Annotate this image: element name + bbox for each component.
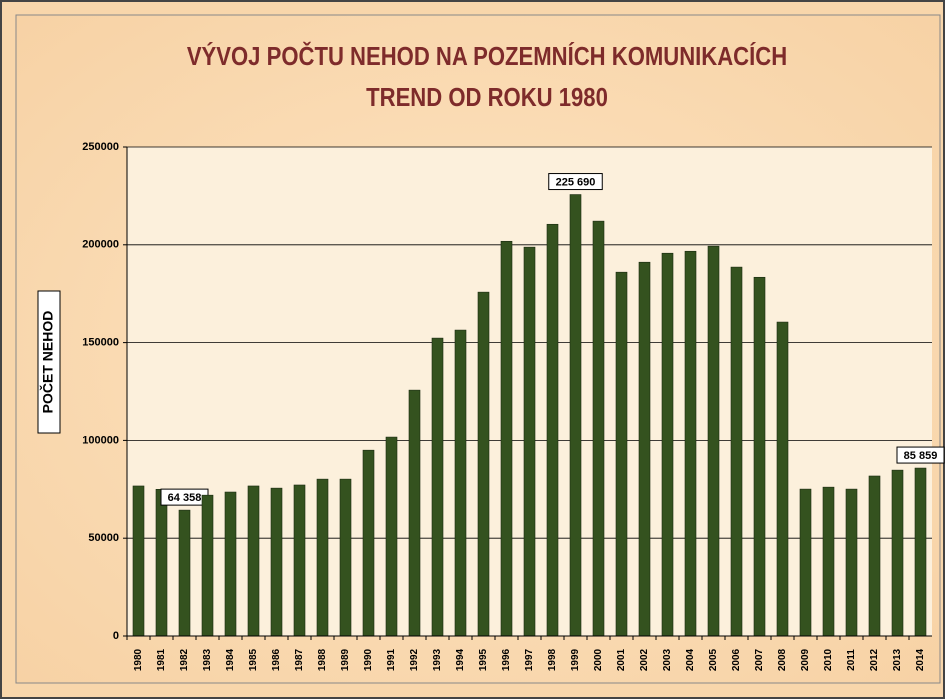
bar bbox=[316, 478, 329, 637]
x-tick-label: 2013 bbox=[892, 648, 903, 671]
x-tick-label: 2010 bbox=[823, 648, 834, 671]
bar bbox=[500, 240, 513, 637]
x-tick-label: 1996 bbox=[501, 648, 512, 671]
x-tick-label: 1999 bbox=[570, 648, 581, 671]
x-tick-label: 2002 bbox=[639, 648, 650, 671]
x-tick-label: 2008 bbox=[777, 648, 788, 671]
y-tick-label: 0 bbox=[113, 630, 119, 642]
y-label-box bbox=[37, 290, 61, 434]
x-tick-label: 2001 bbox=[616, 648, 627, 671]
bar bbox=[155, 488, 168, 637]
bar bbox=[592, 220, 605, 637]
value-label-box bbox=[896, 446, 945, 464]
x-tick-label: 2003 bbox=[662, 648, 673, 671]
x-tick-label: 1989 bbox=[340, 648, 351, 671]
bar bbox=[385, 436, 398, 637]
bar bbox=[132, 485, 145, 637]
bar bbox=[523, 246, 536, 637]
bar bbox=[730, 266, 743, 637]
x-tick-label: 1987 bbox=[294, 648, 305, 671]
chart-subtitle: TREND OD ROKU 1980 bbox=[366, 83, 608, 112]
x-tick-label: 1994 bbox=[455, 648, 466, 671]
bar bbox=[822, 486, 835, 637]
bar bbox=[270, 487, 283, 637]
bar bbox=[661, 252, 674, 637]
bar bbox=[546, 223, 559, 637]
x-tick-label: 1991 bbox=[386, 648, 397, 671]
x-tick-label: 2011 bbox=[846, 649, 857, 671]
bar bbox=[178, 509, 191, 637]
x-tick-label: 1983 bbox=[202, 648, 213, 671]
bar bbox=[638, 261, 651, 637]
x-tick-label: 1992 bbox=[409, 648, 420, 671]
x-tick-label: 1980 bbox=[133, 648, 144, 671]
x-tick-label: 1988 bbox=[317, 648, 328, 671]
x-tick-label: 1985 bbox=[248, 648, 259, 671]
x-tick-label: 2005 bbox=[708, 648, 719, 671]
x-tick-label: 1998 bbox=[547, 648, 558, 671]
x-tick-label: 1984 bbox=[225, 648, 236, 671]
bar bbox=[454, 329, 467, 637]
x-tick-label: 1990 bbox=[363, 648, 374, 671]
x-tick-label: 1993 bbox=[432, 648, 443, 671]
value-label: 64 358 bbox=[168, 492, 202, 504]
y-tick-label: 150000 bbox=[82, 337, 119, 349]
bar bbox=[799, 488, 812, 637]
bar bbox=[362, 449, 375, 637]
x-tick-label: 2007 bbox=[754, 648, 765, 671]
bar bbox=[293, 484, 306, 637]
bar bbox=[615, 271, 628, 637]
bar bbox=[247, 485, 260, 637]
bar bbox=[684, 250, 697, 637]
y-axis-label: POČET NEHOD bbox=[39, 311, 56, 414]
bar bbox=[845, 488, 858, 637]
bar bbox=[339, 478, 352, 637]
bar bbox=[753, 276, 766, 637]
bar bbox=[868, 475, 881, 637]
value-label: 225 690 bbox=[556, 176, 596, 188]
bar bbox=[891, 469, 904, 637]
chart-title: VÝVOJ POČTU NEHOD NA POZEMNÍCH KOMUNIKAC… bbox=[187, 41, 787, 71]
x-tick-label: 1997 bbox=[524, 648, 535, 671]
x-tick-label: 1995 bbox=[478, 648, 489, 671]
bar bbox=[224, 491, 237, 637]
x-tick-label: 2014 bbox=[915, 648, 926, 671]
bar bbox=[914, 467, 927, 637]
x-tick-label: 1986 bbox=[271, 648, 282, 671]
x-tick-label: 2012 bbox=[869, 648, 880, 671]
x-tick-label: 2006 bbox=[731, 648, 742, 671]
y-tick-label: 200000 bbox=[82, 239, 119, 251]
bar bbox=[776, 321, 789, 637]
value-label-box bbox=[548, 173, 603, 191]
x-tick-label: 2004 bbox=[685, 648, 696, 671]
bar bbox=[477, 291, 490, 637]
x-tick-label: 2009 bbox=[800, 648, 811, 671]
y-tick-label: 50000 bbox=[88, 532, 119, 544]
bar bbox=[569, 194, 582, 637]
bar bbox=[707, 245, 720, 637]
x-tick-label: 2000 bbox=[593, 648, 604, 671]
value-label: 85 859 bbox=[904, 450, 938, 462]
y-tick-label: 250000 bbox=[82, 141, 119, 153]
bar bbox=[408, 389, 421, 637]
bar bbox=[201, 494, 214, 637]
bar bbox=[431, 337, 444, 637]
x-tick-label: 1981 bbox=[156, 648, 167, 671]
y-tick-label: 100000 bbox=[82, 434, 119, 446]
x-tick-label: 1982 bbox=[179, 648, 190, 671]
